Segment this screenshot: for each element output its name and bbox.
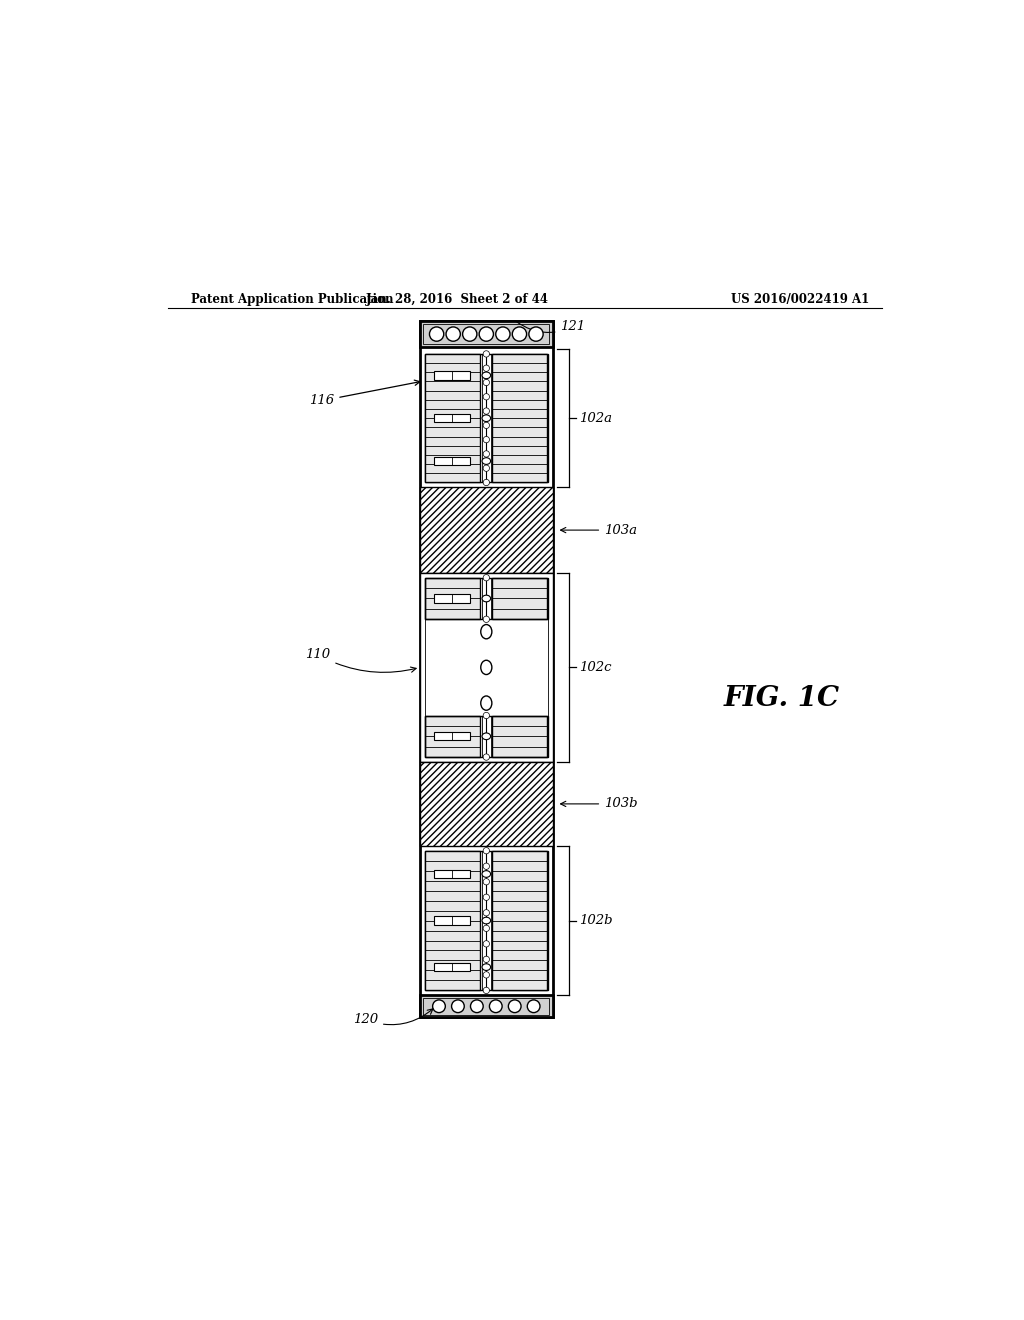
Circle shape [483,847,489,854]
Bar [434,962,470,972]
Circle shape [483,713,489,718]
Circle shape [483,754,489,760]
Circle shape [483,379,489,385]
Ellipse shape [480,660,492,675]
Bar [420,762,553,846]
Circle shape [483,894,489,900]
Bar [425,578,548,758]
Bar [434,371,470,380]
Text: 103a: 103a [560,524,637,537]
Circle shape [483,366,489,371]
Circle shape [470,1001,483,1012]
Circle shape [528,327,543,342]
Text: 102b: 102b [580,913,613,927]
Ellipse shape [482,458,490,465]
Circle shape [452,1001,464,1012]
Bar [425,715,480,758]
Text: 121: 121 [515,321,586,334]
Text: 116: 116 [309,380,420,408]
Text: Jan. 28, 2016  Sheet 2 of 44: Jan. 28, 2016 Sheet 2 of 44 [366,293,549,306]
Circle shape [483,450,489,457]
Circle shape [483,422,489,429]
Circle shape [512,327,526,342]
Text: FIG. 1C: FIG. 1C [723,685,840,711]
Bar [420,573,553,762]
Circle shape [446,327,461,342]
Text: 102c: 102c [580,661,612,675]
Bar [420,321,553,347]
Text: 110: 110 [305,648,416,672]
Circle shape [483,595,489,602]
Bar [434,870,470,878]
Text: US 2016/0022419 A1: US 2016/0022419 A1 [731,293,869,306]
Ellipse shape [482,733,490,739]
Bar [425,578,480,619]
Circle shape [483,408,489,414]
Bar [420,321,553,1018]
Circle shape [483,987,489,994]
Circle shape [489,1001,502,1012]
Circle shape [483,909,489,916]
Bar [425,715,548,758]
Circle shape [527,1001,540,1012]
Circle shape [483,616,489,623]
Circle shape [483,972,489,978]
Bar [420,487,553,573]
Bar [434,414,470,422]
Circle shape [483,479,489,486]
Ellipse shape [482,917,490,924]
Bar [492,354,547,483]
Bar [423,998,550,1015]
Circle shape [479,327,494,342]
Circle shape [483,574,489,581]
Bar [492,715,547,758]
Bar [434,916,470,925]
Circle shape [483,733,489,739]
Ellipse shape [482,372,490,379]
Circle shape [483,941,489,946]
Circle shape [483,925,489,932]
Text: 120: 120 [353,1008,433,1026]
Circle shape [508,1001,521,1012]
Ellipse shape [480,696,492,710]
Text: Patent Application Publication: Patent Application Publication [191,293,394,306]
Circle shape [483,465,489,471]
Bar [425,354,480,483]
Bar [434,457,470,465]
Circle shape [483,437,489,442]
Circle shape [463,327,477,342]
Ellipse shape [482,871,490,878]
Bar [492,850,547,990]
Circle shape [432,1001,445,1012]
Bar [425,354,548,483]
Circle shape [496,327,510,342]
Circle shape [483,351,489,358]
Circle shape [483,863,489,870]
Bar [434,594,470,603]
Circle shape [483,879,489,884]
Text: 102a: 102a [580,412,612,425]
Ellipse shape [480,624,492,639]
Bar [425,578,548,619]
Bar [425,850,548,990]
Circle shape [483,956,489,962]
Text: 103b: 103b [560,797,638,810]
Bar [423,323,550,345]
Bar [420,995,553,1018]
Ellipse shape [482,964,490,970]
Bar [492,578,547,619]
Circle shape [429,327,443,342]
Bar [425,850,480,990]
Bar [434,733,470,741]
Circle shape [483,393,489,400]
Ellipse shape [482,595,490,602]
Ellipse shape [482,414,490,421]
